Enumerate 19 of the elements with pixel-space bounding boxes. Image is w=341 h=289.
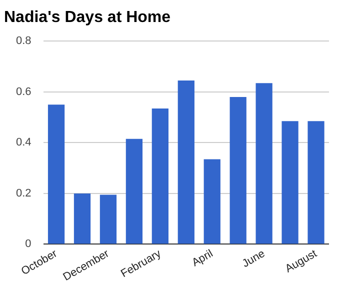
bar <box>230 97 246 244</box>
chart-title: Nadia's Days at Home <box>4 9 171 26</box>
y-tick-label: 0.8 <box>16 35 32 48</box>
y-tick-label: 0 <box>25 238 32 250</box>
bar <box>308 121 324 244</box>
bar <box>256 83 272 244</box>
x-tick-label: June <box>240 248 268 270</box>
x-tick-label: April <box>190 248 216 270</box>
bar <box>204 159 220 244</box>
y-tick-label: 0.4 <box>16 136 32 149</box>
y-tick-label: 0.6 <box>16 86 32 98</box>
y-tick-label: 0.2 <box>16 187 32 200</box>
bar <box>152 108 168 244</box>
bar <box>74 193 91 244</box>
bar <box>178 80 194 244</box>
bar <box>126 138 143 244</box>
bar <box>48 104 65 244</box>
bar <box>100 194 117 244</box>
bar <box>282 121 298 244</box>
